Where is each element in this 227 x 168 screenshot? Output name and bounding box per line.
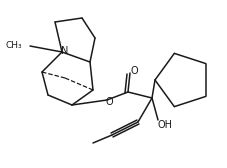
- Text: CH₃: CH₃: [5, 40, 22, 50]
- Text: O: O: [105, 97, 113, 107]
- Text: OH: OH: [158, 120, 173, 130]
- Text: N: N: [61, 46, 69, 56]
- Text: O: O: [130, 66, 138, 76]
